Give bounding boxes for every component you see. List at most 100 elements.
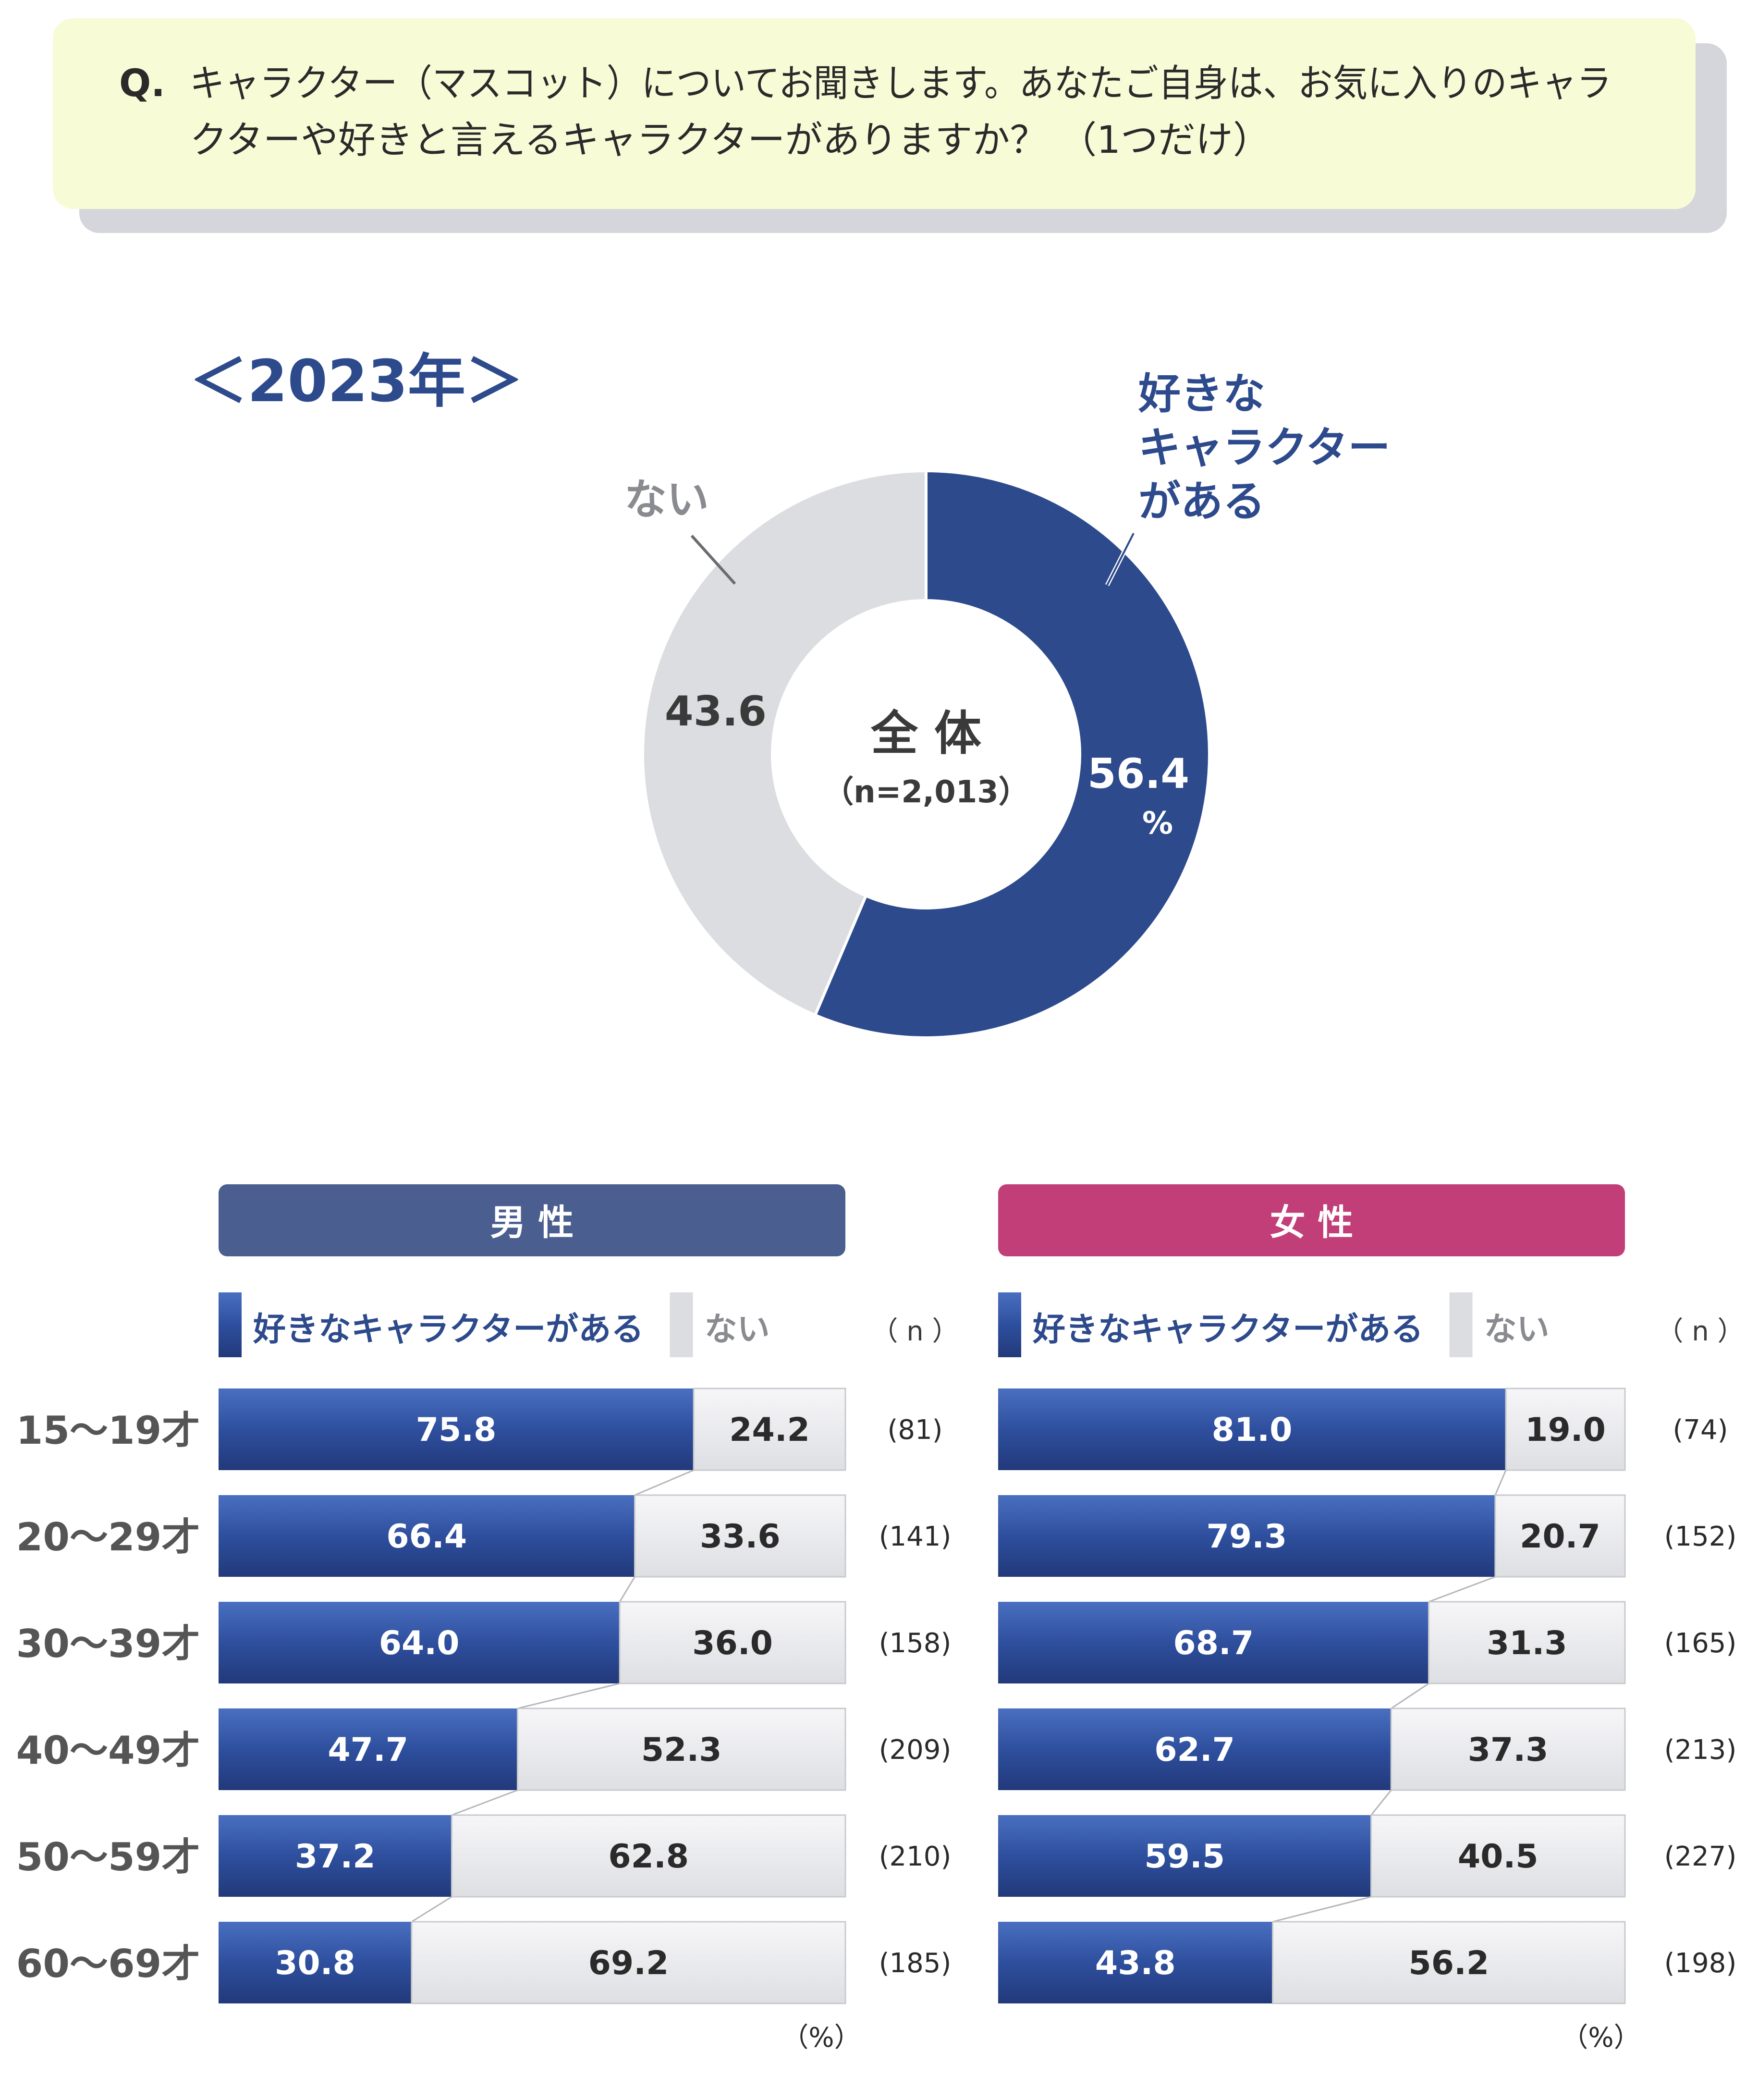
donut-center-title: 全 体 (870, 706, 981, 761)
bar-n-value: (165) (1664, 1628, 1737, 1659)
bar-yes (219, 1388, 694, 1470)
label-line: キャラクター (1138, 423, 1390, 472)
age-label: 15～19才 (16, 1408, 200, 1453)
bar-yes (998, 1815, 1371, 1897)
connector-line (1370, 1790, 1392, 1816)
bar-value-yes: 47.7 (328, 1731, 408, 1769)
connector-line (517, 1682, 620, 1709)
bar-no (1272, 1921, 1626, 2004)
donut-leader-no (690, 534, 736, 585)
bar-value-yes: 30.8 (275, 1944, 355, 1982)
bar-n-value: (209) (879, 1734, 952, 1766)
bar-no (1370, 1814, 1626, 1898)
donut-leader-yes-inner (1106, 533, 1135, 586)
bar-value-no: 19.0 (1525, 1411, 1606, 1449)
group-header-label: 女 性 (1270, 1202, 1354, 1243)
group-header-label: 男 性 (490, 1202, 574, 1243)
bar-value-yes: 79.3 (1207, 1518, 1287, 1556)
bar-n-value: (152) (1664, 1521, 1737, 1552)
bar-value-no: 31.3 (1487, 1624, 1567, 1662)
bar-no (516, 1707, 846, 1791)
bar-n-value: (198) (1664, 1948, 1737, 1979)
bar-value-no: 62.8 (608, 1838, 689, 1876)
legend-label-no: ない (705, 1311, 770, 1349)
question-line-2: クターや好きと言えるキャラクターがありますか？ （1つだけ） (190, 119, 1270, 162)
bar-yes (219, 1815, 452, 1897)
connector-line (451, 1789, 518, 1816)
unit-label: （%） (1561, 2022, 1640, 2053)
legend-swatch-yes (219, 1292, 242, 1357)
n-header: （ n ） (1656, 1316, 1744, 1347)
year-label: ＜2023年＞ (190, 348, 523, 415)
donut-label-yes: 好きなキャラクターがある (1138, 369, 1390, 526)
bar-yes (219, 1708, 518, 1790)
question-prefix: Q. (119, 62, 165, 105)
question-box-bg (53, 18, 1696, 209)
bar-value-no: 40.5 (1458, 1838, 1538, 1876)
bar-yes (219, 1602, 620, 1683)
bar-value-yes: 68.7 (1173, 1624, 1254, 1662)
age-label: 30～39才 (16, 1621, 200, 1666)
bar-value-yes: 59.5 (1144, 1838, 1225, 1876)
bar-yes (998, 1388, 1506, 1470)
label-line: がある (1138, 477, 1265, 526)
age-labels: 15～19才 20～29才 30～39才 40～49才 50～59才 60～69才 (16, 1408, 200, 1986)
bar-value-yes: 37.2 (295, 1838, 376, 1876)
bar-n-value: (213) (1664, 1734, 1737, 1766)
connector-line (634, 1469, 694, 1496)
question-box: Q. キャラクター（マスコット）についてお聞きします。あなたご自身は、お気に入り… (53, 18, 1727, 233)
bar-yes (219, 1495, 635, 1577)
age-label: 60～69才 (16, 1941, 200, 1986)
bar-no (693, 1388, 846, 1471)
donut-slice-yes (813, 469, 1211, 1039)
bar-no (1494, 1494, 1626, 1578)
bar-n-value: (81) (888, 1414, 943, 1446)
question-line-1: キャラクター（マスコット）についてお聞きします。あなたご自身は、お気に入りのキャ… (190, 62, 1612, 105)
connector-line (1494, 1470, 1507, 1496)
bar-value-no: 24.2 (729, 1411, 810, 1449)
bar-n-value: (185) (879, 1948, 952, 1979)
connector-line (1272, 1896, 1371, 1923)
bar-yes (219, 1922, 412, 2003)
bar-n-value: (210) (879, 1841, 952, 1872)
bar-value-no: 33.6 (700, 1518, 781, 1556)
bar-no (1428, 1601, 1626, 1684)
n-header: （ n ） (871, 1316, 959, 1347)
age-label: 20～29才 (16, 1515, 200, 1560)
donut-unit-yes: % (1142, 806, 1173, 841)
bar-n-value: (158) (879, 1628, 952, 1659)
legend-swatch-no (1449, 1292, 1473, 1357)
bar-yes (998, 1708, 1392, 1790)
unit-label: （%） (781, 2022, 861, 2053)
bar-value-no: 69.2 (588, 1944, 669, 1982)
legend-label-yes: 好きなキャラクターがある (253, 1311, 644, 1349)
bar-n-value: (141) (879, 1521, 952, 1552)
bar-no (619, 1601, 846, 1684)
bar-value-no: 36.0 (692, 1624, 773, 1662)
group-header (998, 1184, 1625, 1256)
bar-value-no: 52.3 (641, 1731, 722, 1769)
bar-no (634, 1494, 846, 1578)
connector-line (411, 1896, 452, 1923)
bar-no (451, 1814, 846, 1898)
bar-value-no: 56.2 (1408, 1944, 1489, 1982)
bar-yes (998, 1495, 1495, 1577)
bar-value-yes: 66.4 (386, 1518, 467, 1556)
label-line: ない (624, 475, 709, 524)
bar-value-yes: 75.8 (416, 1411, 497, 1449)
bar-yes (998, 1602, 1429, 1683)
bar-value-yes: 81.0 (1212, 1411, 1293, 1449)
donut-label-no: ない (624, 475, 709, 524)
bar-value-yes: 64.0 (379, 1624, 460, 1662)
donut-value-no: 43.6 (665, 688, 767, 736)
age-label: 40～49才 (16, 1728, 200, 1773)
donut-value-yes: 56.4 (1087, 750, 1189, 798)
bar-value-yes: 43.8 (1095, 1944, 1176, 1982)
bar-value-yes: 62.7 (1154, 1731, 1235, 1769)
donut-center-sub: （n=2,013） (823, 774, 1029, 810)
legend-label-no: ない (1484, 1311, 1550, 1349)
